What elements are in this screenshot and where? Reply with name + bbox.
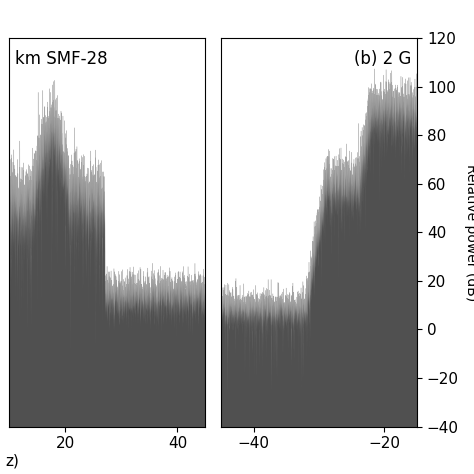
Text: km SMF-28: km SMF-28 bbox=[15, 50, 108, 68]
Text: z): z) bbox=[6, 454, 19, 469]
Y-axis label: Relative power (dB): Relative power (dB) bbox=[465, 164, 474, 301]
Text: (b) 2 G: (b) 2 G bbox=[354, 50, 411, 68]
